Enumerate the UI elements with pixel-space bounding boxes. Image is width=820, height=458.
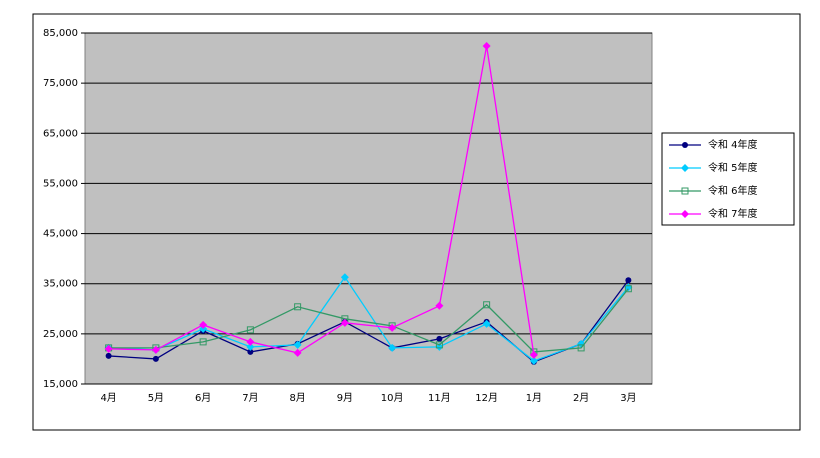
data-point: [483, 301, 491, 309]
data-point: [482, 319, 491, 328]
data-point: [293, 340, 302, 349]
y-tick-label: 55,000: [43, 178, 78, 189]
legend-label: 令和 5年度: [708, 161, 758, 174]
x-tick-label: 1月: [526, 392, 542, 404]
x-tick-label: 3月: [620, 392, 636, 404]
y-tick-label: 45,000: [43, 229, 78, 240]
x-tick-label: 8月: [289, 392, 305, 404]
data-point: [199, 320, 208, 329]
data-point: [436, 335, 443, 342]
data-point: [529, 356, 538, 365]
y-tick-label: 35,000: [43, 279, 78, 290]
data-point: [624, 283, 633, 292]
legend-marker: [681, 210, 689, 218]
legend: [661, 132, 795, 226]
legend-marker: [681, 187, 689, 195]
data-point: [435, 301, 444, 310]
x-tick-label: 12月: [475, 392, 498, 404]
y-tick-label: 75,000: [43, 78, 78, 89]
x-tick-label: 6月: [195, 392, 211, 404]
y-tick-label: 85,000: [43, 28, 78, 39]
x-tick-label: 11月: [428, 392, 451, 404]
series-line: [108, 288, 629, 353]
data-point: [246, 337, 255, 346]
x-tick-label: 10月: [381, 392, 404, 404]
x-tick-label: 9月: [337, 392, 353, 404]
data-point: [340, 318, 349, 327]
data-point: [199, 338, 207, 346]
x-tick-label: 7月: [242, 392, 258, 404]
data-point: [388, 343, 397, 352]
data-point: [294, 303, 302, 311]
data-point: [624, 285, 632, 293]
x-tick-label: 2月: [573, 392, 589, 404]
data-point: [104, 344, 113, 353]
data-point: [625, 277, 632, 284]
y-tick-label: 15,000: [43, 379, 78, 390]
data-point: [105, 352, 112, 359]
data-point: [246, 326, 254, 334]
data-point: [247, 348, 254, 355]
legend-marker: [682, 142, 688, 148]
data-point: [482, 42, 491, 51]
legend-label: 令和 7年度: [708, 207, 758, 220]
legend-marker: [681, 164, 689, 172]
data-point: [435, 342, 444, 351]
y-tick-label: 65,000: [43, 128, 78, 139]
data-point: [246, 342, 255, 351]
series-line: [108, 45, 535, 356]
legend-label: 令和 6年度: [708, 184, 758, 197]
legend-label: 令和 4年度: [708, 138, 758, 151]
series-line: [108, 279, 629, 363]
plot-area: [84, 32, 653, 385]
data-point: [293, 348, 302, 357]
data-point: [152, 355, 159, 362]
data-point: [435, 341, 443, 349]
y-tick-label: 25,000: [43, 329, 78, 340]
series-line: [108, 276, 629, 362]
data-point: [577, 344, 585, 352]
x-tick-label: 5月: [148, 392, 164, 404]
data-point: [199, 324, 208, 333]
data-point: [340, 273, 349, 282]
data-point: [151, 345, 160, 354]
x-tick-label: 4月: [100, 392, 116, 404]
data-point: [388, 323, 397, 332]
data-point: [529, 350, 538, 359]
